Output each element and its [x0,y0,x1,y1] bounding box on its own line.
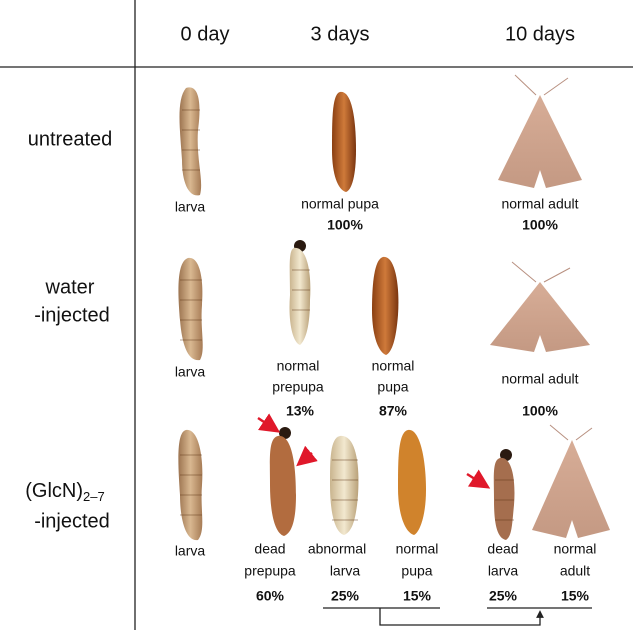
specimen-label: prepupa [244,563,296,579]
red-arrow [296,445,318,467]
percent-label: 25% [331,588,360,604]
percent-label: 15% [403,588,432,604]
percent-label: 15% [561,588,590,604]
row-label: -injected [34,510,110,532]
percent-label: 87% [379,403,408,419]
specimen-label: prepupa [272,379,324,395]
percent-label: 25% [489,588,518,604]
specimen-label: larva [330,563,361,579]
percent-label: 60% [256,588,285,604]
bracket-arrow [379,608,544,626]
specimen-label: abnormal [308,541,366,557]
red-arrow [466,469,491,489]
row-label: (GlcN)2–7 [25,480,104,504]
row-label: untreated [28,128,113,150]
percent-label: 100% [522,217,558,233]
specimen-label: adult [560,563,590,579]
column-header: 0 day [181,23,230,45]
specimen-label: pupa [377,379,408,395]
specimen-label: dead [254,541,285,557]
row-label-subscript: 2–7 [83,489,105,504]
row-label: water [45,276,95,298]
percent-label: 100% [522,403,558,419]
specimen-label: normal adult [501,371,578,387]
specimen-label: normal [396,541,439,557]
specimen-label: normal [554,541,597,557]
specimen-label: dead [487,541,518,557]
row-label: -injected [34,304,110,326]
red-arrow [257,413,281,433]
specimen-label: normal pupa [301,196,379,212]
specimen-label: larva [175,364,206,380]
column-header: 3 days [311,23,370,45]
percent-label: 100% [327,217,363,233]
specimen-label: larva [488,563,519,579]
specimen-label: normal [277,358,320,374]
percent-label: 13% [286,403,315,419]
specimen-label: larva [175,543,206,559]
specimen-label: normal adult [501,196,578,212]
specimen-label: larva [175,199,206,215]
column-header: 10 days [505,23,575,45]
row-label-main: (GlcN) [25,480,83,502]
specimen-label: normal [372,358,415,374]
specimen-images [178,74,610,541]
specimen-label: pupa [401,563,432,579]
